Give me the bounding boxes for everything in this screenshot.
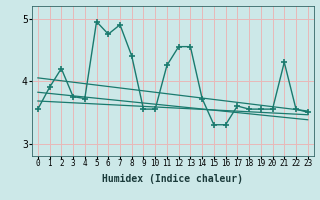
X-axis label: Humidex (Indice chaleur): Humidex (Indice chaleur) <box>102 174 243 184</box>
